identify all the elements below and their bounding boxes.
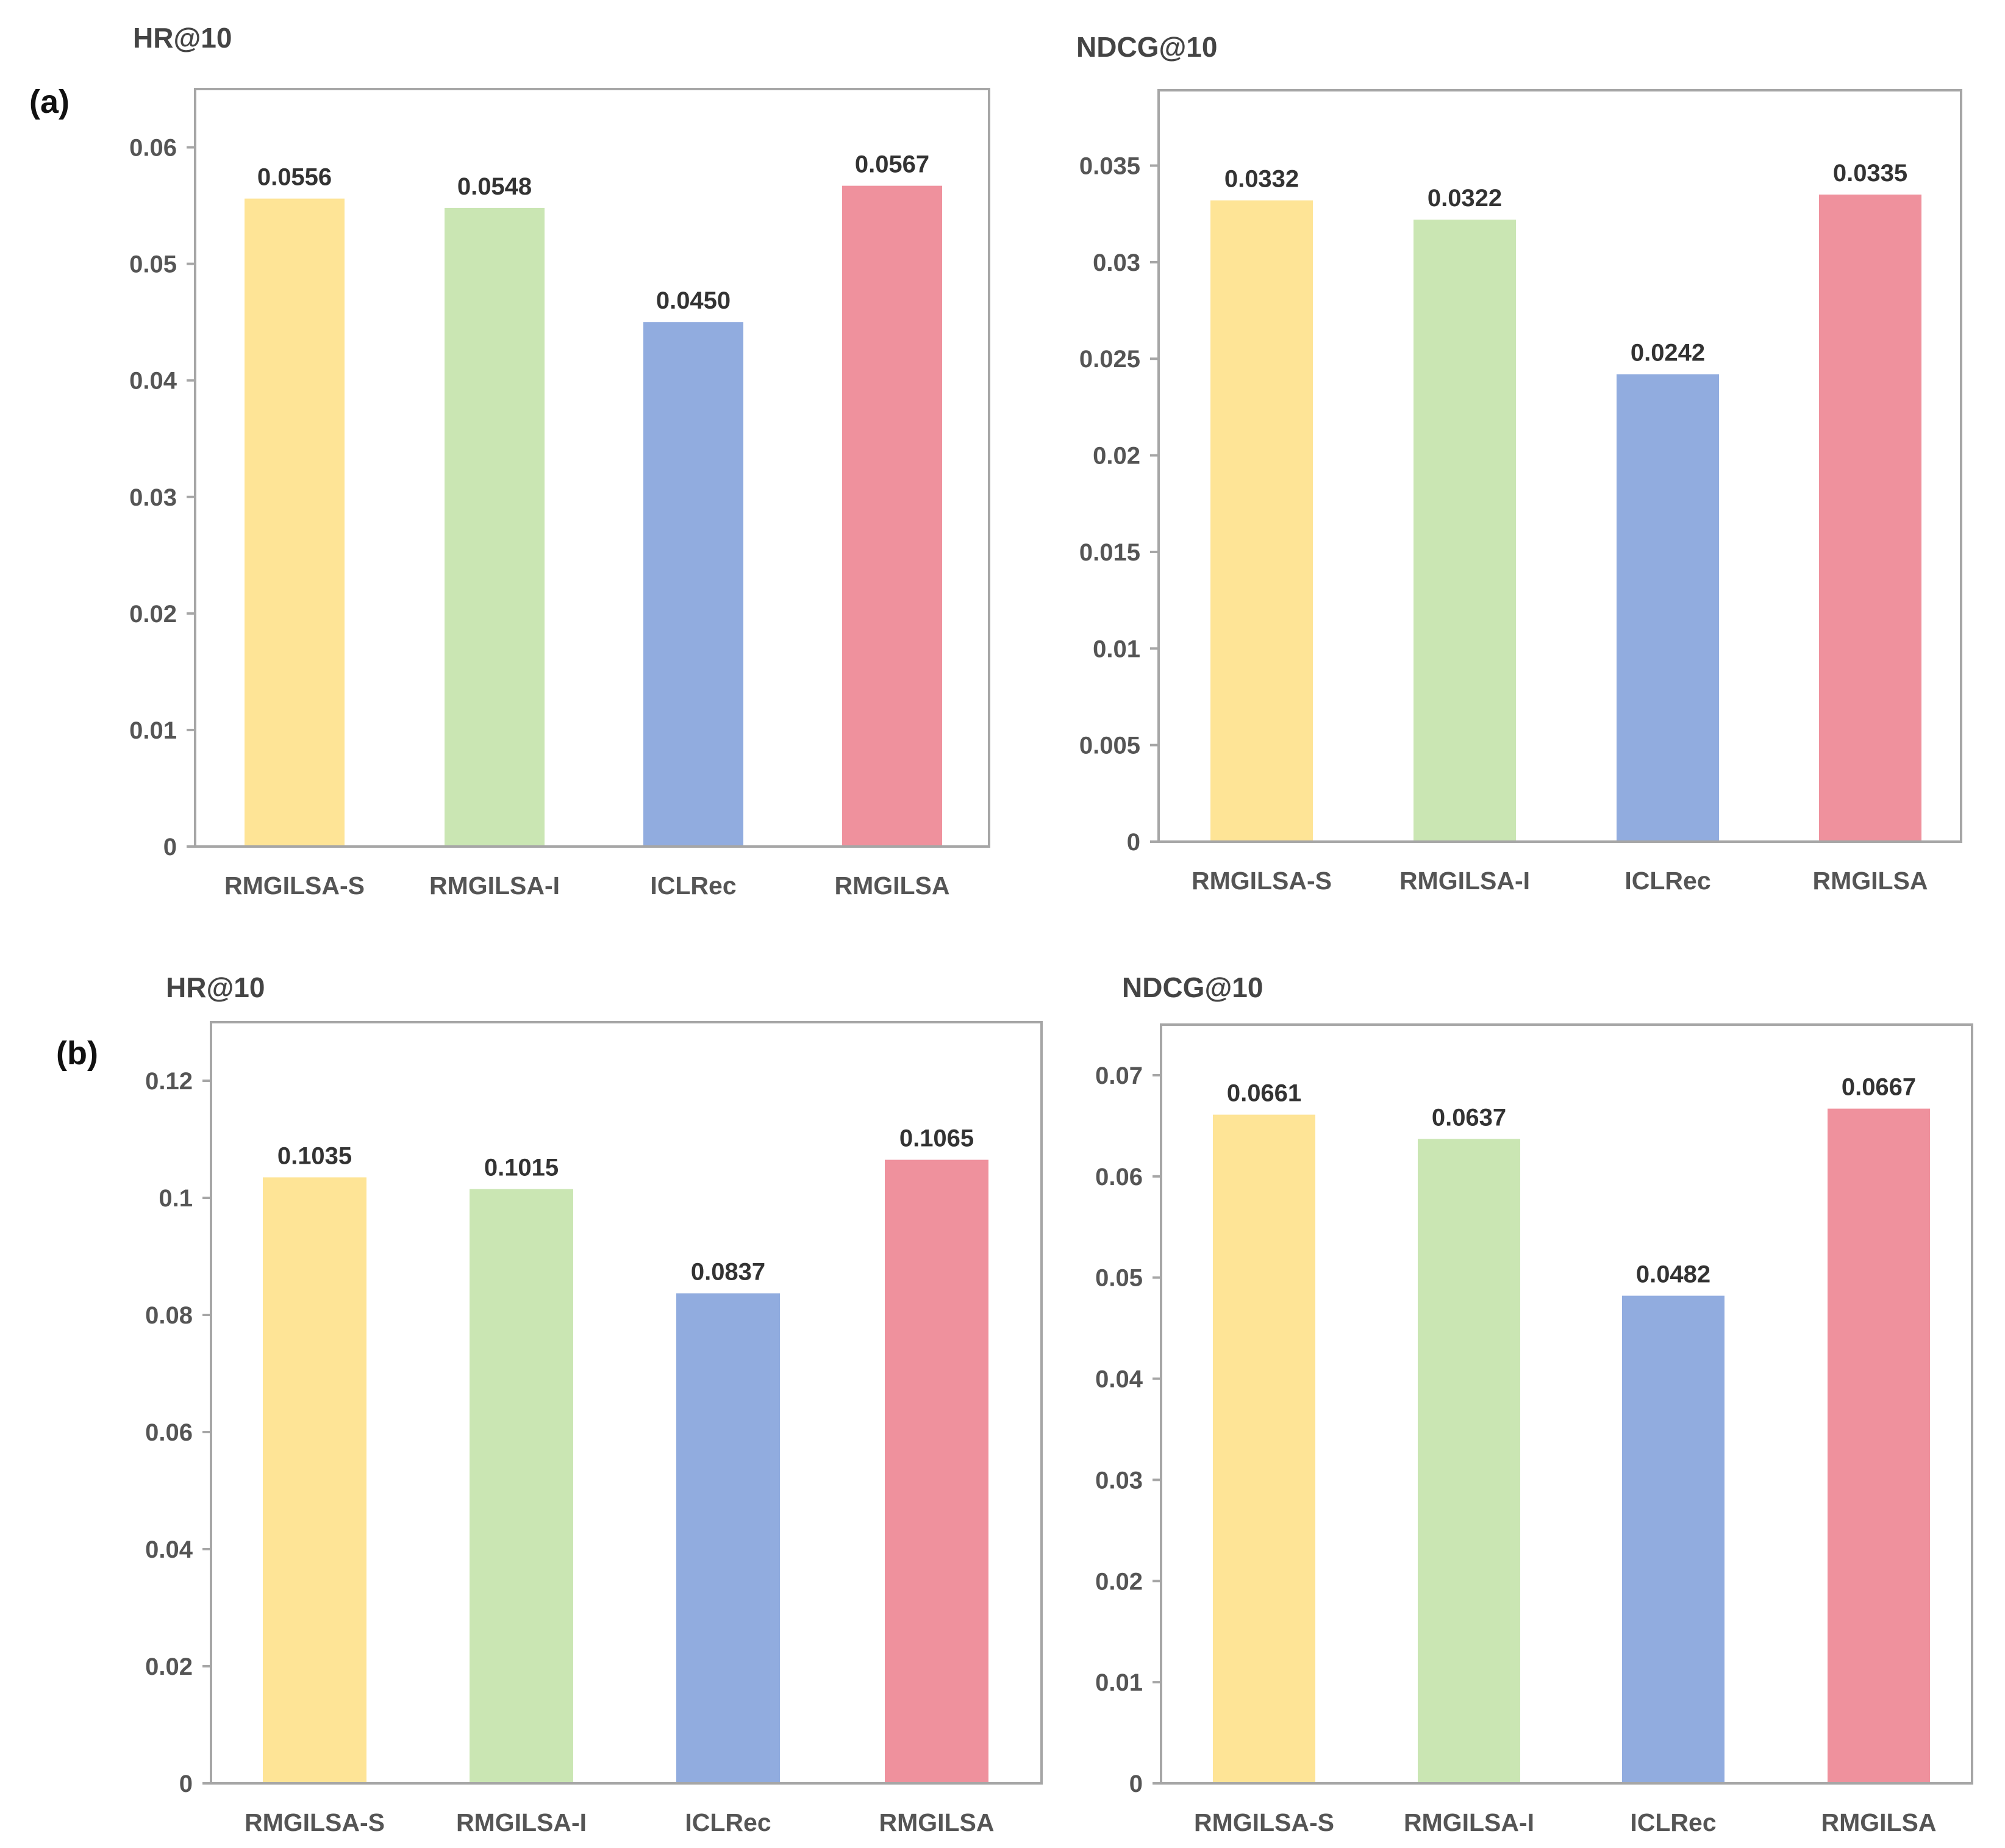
bar-rmgilsa xyxy=(1828,1108,1930,1783)
category-label: RMGILSA-I xyxy=(1404,1808,1534,1836)
y-tick-label: 0.06 xyxy=(1095,1164,1143,1191)
y-tick-label: 0.02 xyxy=(129,601,177,628)
y-tick-label: 0.02 xyxy=(1095,1568,1143,1595)
y-tick-label: 0.01 xyxy=(1095,1669,1143,1696)
category-label: RMGILSA xyxy=(834,872,949,900)
data-label: 0.0837 xyxy=(691,1258,765,1285)
category-label: RMGILSA-S xyxy=(1194,1808,1334,1836)
data-label: 0.0242 xyxy=(1631,340,1705,367)
bar-iclrec xyxy=(676,1293,780,1783)
data-label: 0.1065 xyxy=(899,1125,974,1152)
category-label: ICLRec xyxy=(1630,1808,1716,1836)
plot-frame xyxy=(1157,89,1962,843)
bar-rmgilsa-i xyxy=(1414,220,1516,842)
data-label: 0.0548 xyxy=(457,173,532,200)
y-tick-label: 0.12 xyxy=(145,1068,193,1095)
y-tick-label: 0.05 xyxy=(1095,1265,1143,1292)
plot-frame xyxy=(210,1021,1043,1785)
panel-label-a: (a) xyxy=(29,84,70,120)
data-label: 0.1015 xyxy=(484,1155,559,1181)
bar-iclrec xyxy=(1622,1295,1724,1783)
data-label: 0.0567 xyxy=(855,151,929,178)
data-label: 0.0667 xyxy=(1842,1074,1916,1101)
y-tick-label: 0.03 xyxy=(1093,249,1140,276)
category-label: RMGILSA-I xyxy=(456,1808,587,1836)
bar-rmgilsa xyxy=(885,1159,988,1783)
y-tick-label: 0.04 xyxy=(1095,1366,1143,1393)
data-label: 0.0322 xyxy=(1428,185,1502,212)
chart-a-hr: HR@10 0.0556 RMGILSA-S 0.0548 RMGILSA-I 0.045… xyxy=(129,22,990,900)
category-label: RMGILSA-I xyxy=(1399,867,1530,895)
data-label: 0.0335 xyxy=(1833,160,1907,187)
y-tick-label: 0 xyxy=(163,834,177,861)
y-tick-label: 0.01 xyxy=(1093,636,1140,662)
plot-frame xyxy=(1160,1023,1973,1785)
bar-rmgilsa xyxy=(1819,195,1921,842)
category-label: RMGILSA-S xyxy=(245,1808,385,1836)
y-tick-label: 0.02 xyxy=(1093,443,1140,470)
panel-label-b: (b) xyxy=(56,1035,98,1072)
y-tick-label: 0 xyxy=(1127,829,1140,856)
bar-iclrec xyxy=(643,322,743,847)
category-label: ICLRec xyxy=(685,1808,771,1836)
category-label: RMGILSA xyxy=(1821,1808,1936,1836)
category-label: RMGILSA xyxy=(1812,867,1928,895)
data-label: 0.1035 xyxy=(277,1142,352,1169)
data-label: 0.0556 xyxy=(257,164,332,191)
y-tick-label: 0 xyxy=(179,1771,193,1797)
category-label: RMGILSA-I xyxy=(429,872,560,900)
y-tick-label: 0.05 xyxy=(129,251,177,278)
data-label: 0.0482 xyxy=(1636,1261,1710,1288)
chart-title: HR@10 xyxy=(133,22,232,54)
chart-title: NDCG@10 xyxy=(1122,972,1263,1003)
y-tick-label: 0.06 xyxy=(129,135,177,162)
y-tick-label: 0.08 xyxy=(145,1302,193,1329)
category-label: RMGILSA-S xyxy=(224,872,365,900)
category-label: ICLRec xyxy=(1624,867,1710,895)
bar-rmgilsa-s xyxy=(1213,1114,1315,1783)
y-tick-label: 0.03 xyxy=(1095,1467,1143,1494)
bar-rmgilsa-i xyxy=(1418,1139,1520,1783)
bar-rmgilsa-s xyxy=(245,198,345,847)
chart-b-hr: HR@10 0.1035 RMGILSA-S 0.1015 RMGILSA-I 0.083… xyxy=(145,972,1043,1836)
y-tick-label: 0.1 xyxy=(159,1185,193,1212)
data-label: 0.0637 xyxy=(1432,1104,1506,1131)
y-tick-label: 0 xyxy=(1129,1771,1143,1797)
bar-rmgilsa-i xyxy=(470,1189,573,1783)
category-label: ICLRec xyxy=(650,872,736,900)
bar-rmgilsa-s xyxy=(1210,200,1313,842)
data-label: 0.0332 xyxy=(1224,166,1299,193)
bar-iclrec xyxy=(1617,374,1719,842)
chart-title: NDCG@10 xyxy=(1076,31,1217,63)
y-tick-label: 0.06 xyxy=(145,1419,193,1446)
bar-rmgilsa xyxy=(842,185,942,847)
y-tick-label: 0.035 xyxy=(1079,153,1140,180)
y-tick-label: 0.015 xyxy=(1079,539,1140,566)
y-tick-label: 0.03 xyxy=(129,484,177,511)
category-label: RMGILSA-S xyxy=(1192,867,1332,895)
bar-rmgilsa-i xyxy=(445,207,545,847)
chart-a-ndcg: NDCG@10 0.0332 RMGILSA-S 0.0322 RMGILSA-I 0.0… xyxy=(1076,31,1962,895)
y-tick-label: 0.02 xyxy=(145,1653,193,1680)
category-label: RMGILSA xyxy=(879,1808,994,1836)
chart-b-ndcg: NDCG@10 0.0661 RMGILSA-S 0.0637 RMGILSA-I 0.0… xyxy=(1095,972,1973,1836)
plot-frame xyxy=(194,88,990,848)
y-tick-label: 0.04 xyxy=(129,368,177,395)
data-label: 0.0661 xyxy=(1227,1080,1301,1107)
y-tick-label: 0.025 xyxy=(1079,346,1140,373)
chart-title: HR@10 xyxy=(166,972,265,1003)
y-tick-label: 0.005 xyxy=(1079,732,1140,759)
y-tick-label: 0.01 xyxy=(129,717,177,744)
y-tick-label: 0.07 xyxy=(1095,1062,1143,1089)
y-tick-label: 0.04 xyxy=(145,1536,193,1563)
bar-rmgilsa-s xyxy=(263,1177,366,1783)
data-label: 0.0450 xyxy=(656,287,731,314)
